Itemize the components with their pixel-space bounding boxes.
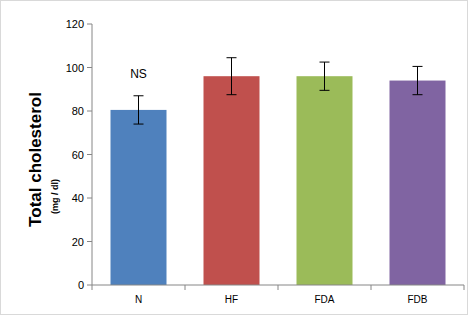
error-bar: [227, 58, 237, 95]
y-tick-label: 80: [72, 105, 84, 117]
x-tick-label: FDB: [408, 294, 428, 305]
error-cap: [320, 62, 330, 63]
y-tick-label: 120: [66, 18, 84, 30]
y-tick: [87, 67, 92, 68]
bar: [297, 76, 353, 285]
x-tick: [371, 285, 372, 290]
error-cap: [134, 95, 144, 96]
error-bar: [134, 96, 144, 124]
x-tick-label: FDA: [315, 294, 335, 305]
x-tick: [92, 285, 93, 290]
error-cap: [320, 90, 330, 91]
chart-border: [1, 1, 468, 315]
error-stem: [231, 58, 232, 95]
y-tick: [87, 285, 92, 286]
error-cap: [227, 94, 237, 95]
y-tick: [87, 198, 92, 199]
error-cap: [413, 94, 423, 95]
x-tick: [278, 285, 279, 290]
bar: [390, 81, 446, 285]
error-cap: [134, 124, 144, 125]
error-cap: [227, 57, 237, 58]
bar: [111, 110, 167, 285]
chart: 0 20 40 60 80 100 120 N HF FDA FDB Total cholestero…: [0, 0, 468, 315]
x-tick: [464, 285, 465, 290]
y-tick: [87, 24, 92, 25]
error-cap: [413, 66, 423, 67]
y-tick: [87, 241, 92, 242]
annotation: NS: [130, 67, 147, 81]
y-axis: [92, 24, 93, 285]
y-tick-label: 100: [66, 62, 84, 74]
x-tick-label: N: [135, 294, 142, 305]
error-stem: [138, 96, 139, 124]
y-tick: [87, 154, 92, 155]
error-stem: [417, 66, 418, 94]
y-axis-units: (mg / dl): [50, 179, 60, 214]
x-tick-label: HF: [225, 294, 238, 305]
error-bar: [320, 62, 330, 90]
y-axis-label: Total cholesterol: [26, 92, 45, 227]
error-bar: [413, 66, 423, 94]
y-tick-label: 40: [72, 192, 84, 204]
y-tick-label: 0: [78, 279, 84, 291]
y-tick: [87, 111, 92, 112]
bar: [204, 76, 260, 285]
y-tick-label: 60: [72, 149, 84, 161]
error-stem: [324, 62, 325, 90]
x-tick: [185, 285, 186, 290]
bars: [111, 58, 446, 285]
y-tick-label: 20: [72, 236, 84, 248]
